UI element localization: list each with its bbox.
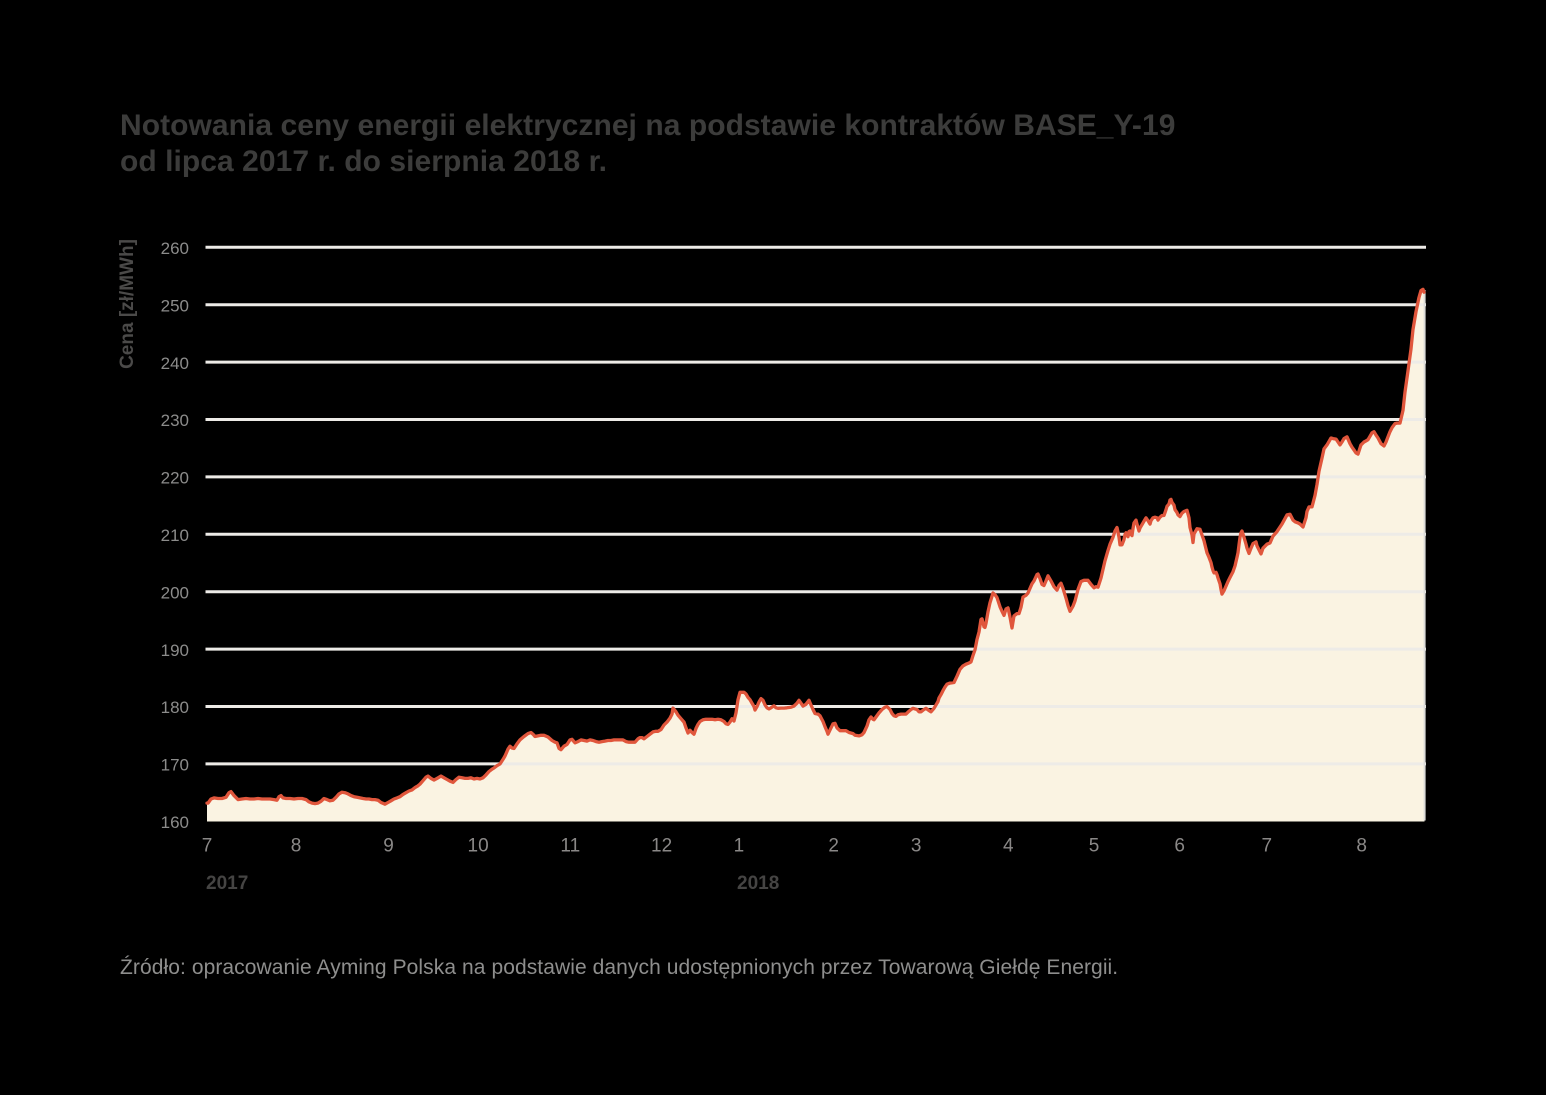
svg-text:1: 1 <box>734 836 745 857</box>
svg-text:200: 200 <box>161 583 189 602</box>
svg-text:2: 2 <box>828 836 839 857</box>
svg-text:160: 160 <box>161 813 189 832</box>
svg-text:220: 220 <box>161 469 189 488</box>
svg-text:6: 6 <box>1174 836 1185 857</box>
svg-text:250: 250 <box>161 296 189 315</box>
svg-text:170: 170 <box>161 756 189 775</box>
svg-text:8: 8 <box>291 836 302 857</box>
svg-text:2018: 2018 <box>737 873 779 894</box>
svg-text:12: 12 <box>651 836 672 857</box>
svg-text:7: 7 <box>202 836 213 857</box>
svg-text:2017: 2017 <box>206 873 248 894</box>
svg-text:10: 10 <box>468 836 489 857</box>
svg-text:4: 4 <box>1003 836 1014 857</box>
svg-text:190: 190 <box>161 641 189 660</box>
svg-text:210: 210 <box>161 526 189 545</box>
svg-text:180: 180 <box>161 698 189 717</box>
svg-text:11: 11 <box>560 836 580 857</box>
svg-text:7: 7 <box>1262 836 1273 857</box>
svg-text:9: 9 <box>383 836 394 857</box>
svg-text:Cena [zł/MWh]: Cena [zł/MWh] <box>117 239 138 369</box>
svg-text:3: 3 <box>911 836 922 857</box>
svg-text:5: 5 <box>1089 836 1100 857</box>
svg-text:240: 240 <box>161 354 189 373</box>
svg-text:260: 260 <box>161 239 189 258</box>
svg-text:230: 230 <box>161 411 189 430</box>
svg-text:8: 8 <box>1356 836 1367 857</box>
